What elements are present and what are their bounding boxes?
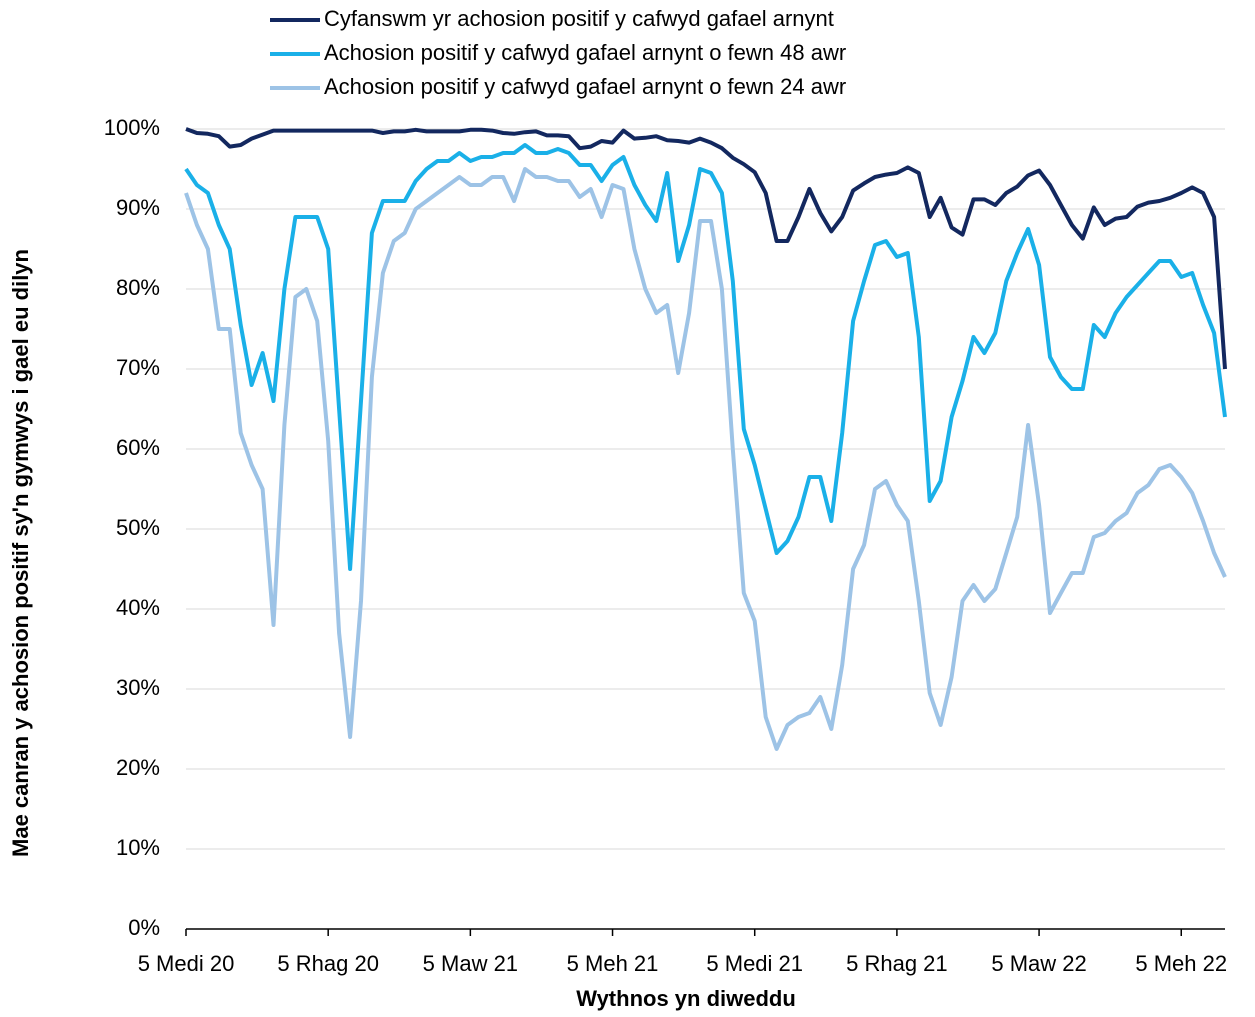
- x-tick-label: 5 Maw 22: [991, 951, 1086, 976]
- x-tick-label: 5 Rhag 20: [277, 951, 379, 976]
- x-tick-label: 5 Medi 20: [138, 951, 235, 976]
- y-tick-label: 40%: [116, 595, 160, 620]
- y-tick-label: 100%: [104, 115, 160, 140]
- y-tick-label: 0%: [128, 915, 160, 940]
- y-tick-label: 60%: [116, 435, 160, 460]
- y-tick-label: 70%: [116, 355, 160, 380]
- x-tick-label: 5 Meh 22: [1135, 951, 1227, 976]
- y-tick-label: 80%: [116, 275, 160, 300]
- series-line: [184, 167, 1227, 751]
- series-line: [184, 143, 1227, 571]
- y-tick-label: 90%: [116, 195, 160, 220]
- x-tick-label: 5 Meh 21: [567, 951, 659, 976]
- legend-label: Achosion positif y cafwyd gafael arnynt …: [324, 40, 846, 65]
- y-tick-label: 50%: [116, 515, 160, 540]
- x-tick-label: 5 Rhag 21: [846, 951, 948, 976]
- y-tick-label: 20%: [116, 755, 160, 780]
- x-tick-label: 5 Maw 21: [423, 951, 518, 976]
- legend-label: Cyfanswm yr achosion positif y cafwyd ga…: [324, 6, 834, 31]
- x-tick-label: 5 Medi 21: [706, 951, 803, 976]
- series-line: [185, 127, 1227, 370]
- y-tick-label: 30%: [116, 675, 160, 700]
- y-tick-label: 10%: [116, 835, 160, 860]
- x-axis-title: Wythnos yn diweddu: [576, 986, 796, 1011]
- y-axis-title: Mae canran y achosion positif sy'n gymwy…: [8, 249, 33, 857]
- legend-label: Achosion positif y cafwyd gafael arnynt …: [324, 74, 846, 99]
